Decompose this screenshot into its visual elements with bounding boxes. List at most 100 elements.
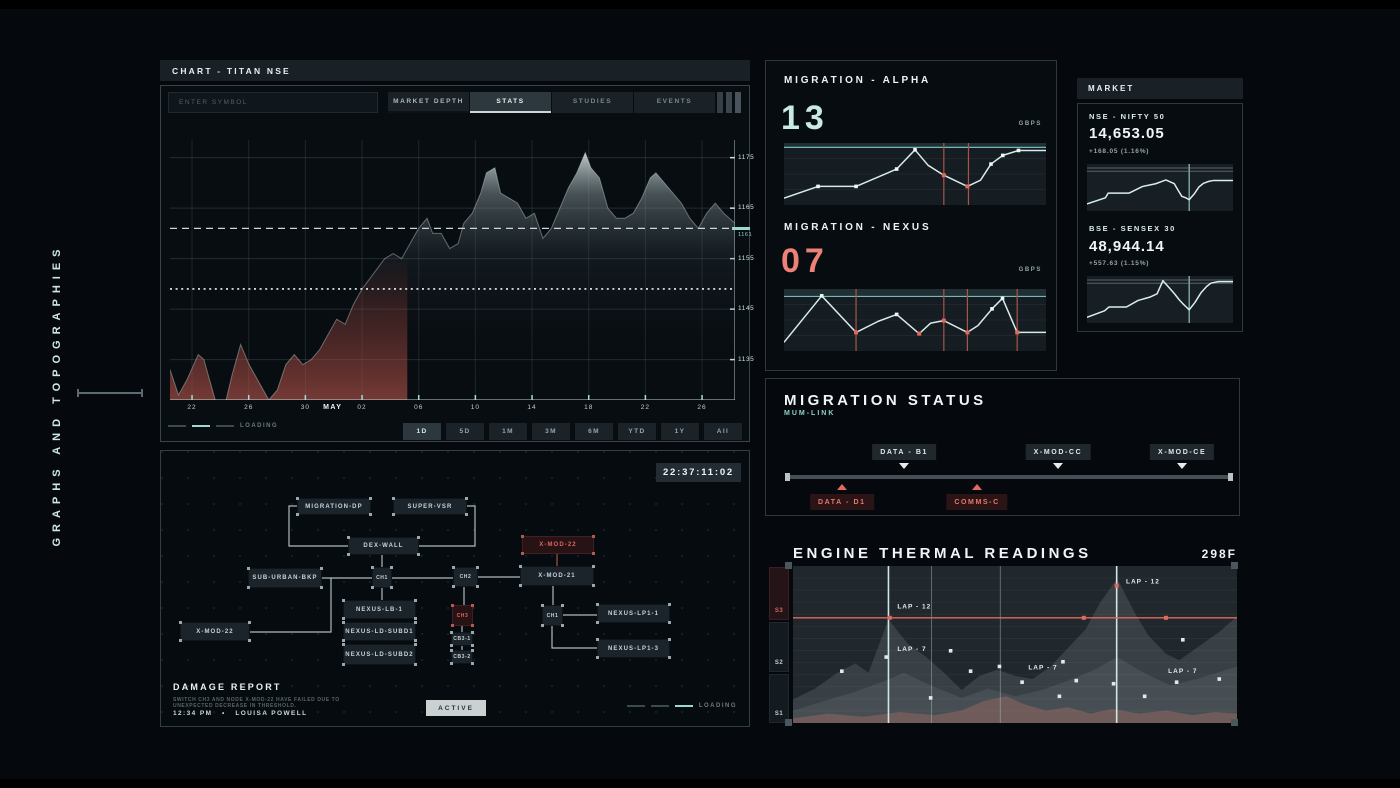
status-marker-top[interactable]: DATA - B1 (872, 444, 936, 460)
range-ytd[interactable]: YTD (618, 423, 656, 440)
time-tick: 02 (357, 404, 367, 411)
zone-s2[interactable]: S2 (769, 622, 789, 672)
node-label: NEXUS-LP1-3 (607, 645, 660, 652)
migration-nexus-title: MIGRATION - NEXUS (784, 222, 932, 233)
chart-panel-title: CHART - TITAN NSE (160, 60, 750, 81)
node-corner-handle (561, 624, 564, 627)
node-corner-handle (390, 586, 393, 589)
migration-nexus-chart (783, 289, 1046, 351)
node-corner-handle (342, 617, 345, 620)
node-corner-handle (296, 497, 299, 500)
node-corner-handle (521, 552, 524, 555)
bar-glyph (735, 92, 741, 113)
damage-report-body: SWITCH CH3 AND NODE X-MOD-22 HAVE FAILED… (173, 697, 340, 709)
quote-name: BSE - SENSEX 30 (1089, 224, 1176, 233)
bar-glyph (726, 92, 732, 113)
resize-handle[interactable] (1231, 719, 1238, 726)
range-6m[interactable]: 6M (575, 423, 613, 440)
market-header: MARKET (1077, 78, 1243, 99)
price-tick: 1175 (738, 153, 755, 161)
node-nexus-ld-subd1[interactable]: NEXUS-LD-SUBD1 (342, 621, 417, 642)
node-dex-wall[interactable]: DEX-WALL (347, 536, 420, 556)
node-corner-handle (471, 631, 474, 634)
node-corner-handle (519, 584, 522, 587)
status-marker-top[interactable]: X-MOD-CC (1025, 444, 1091, 460)
time-tick: 26 (244, 404, 254, 411)
node-corner-handle (476, 566, 479, 569)
range-buttons: 1D 5D 1M 3M 6M YTD 1Y All (403, 423, 742, 440)
node-migration-dp[interactable]: MIGRATION-DP (296, 497, 372, 516)
loading-label: LOADING (698, 703, 737, 709)
node-x-mod-21[interactable]: X-MOD-21 (519, 565, 595, 587)
node-corner-handle (342, 621, 345, 624)
price-tick: 1135 (738, 355, 755, 363)
node-nexus-ld-subd2[interactable]: NEXUS-LD-SUBD2 (342, 643, 417, 666)
node-nexus-lp1-1[interactable]: NEXUS-LP1-1 (596, 603, 671, 624)
node-corner-handle (471, 624, 474, 627)
status-timeline-bar[interactable] (787, 475, 1229, 479)
bar-glyph (717, 92, 723, 113)
node-cb3-2[interactable]: CB3-2 (450, 649, 474, 665)
node-cb3-1[interactable]: CB3-1 (450, 631, 474, 647)
node-label: NEXUS-LP1-1 (607, 610, 660, 617)
node-corner-handle (541, 624, 544, 627)
node-corner-handle (414, 643, 417, 646)
month-label: MAY (323, 404, 343, 411)
range-3m[interactable]: 3M (532, 423, 570, 440)
thermal-reading: 298F (1201, 547, 1237, 561)
bars-icon[interactable] (717, 92, 743, 113)
active-button[interactable]: ACTIVE (426, 700, 486, 716)
nifty-sparkline (1086, 164, 1233, 211)
zone-s1[interactable]: S1 (769, 674, 789, 723)
node-nexus-lb-1[interactable]: NEXUS-LB-1 (342, 599, 417, 620)
side-label: GRAPHS AND TOPOGRAPHIES (51, 243, 63, 547)
titan-price-chart[interactable] (169, 140, 736, 412)
node-super-vsr[interactable]: SUPER-VSR (392, 497, 468, 516)
node-corner-handle (342, 639, 345, 642)
symbol-input[interactable] (168, 92, 378, 113)
resize-handle[interactable] (785, 562, 792, 569)
node-corner-handle (519, 565, 522, 568)
node-corner-handle (592, 565, 595, 568)
resize-handle[interactable] (1231, 562, 1238, 569)
node-nexus-lp1-3[interactable]: NEXUS-LP1-3 (596, 638, 671, 659)
range-5d[interactable]: 5D (446, 423, 484, 440)
price-tag-label: 1161 (738, 232, 753, 239)
range-1m[interactable]: 1M (489, 423, 527, 440)
tab-studies[interactable]: STUDIES (552, 92, 633, 113)
node-corner-handle (371, 566, 374, 569)
node-corner-handle (342, 599, 345, 602)
node-x-mod-22-top[interactable]: X-MOD-22 (521, 535, 595, 555)
node-corner-handle (450, 631, 453, 634)
status-marker-bottom[interactable]: COMMS-C (946, 494, 1008, 510)
status-marker-bottom[interactable]: DATA - D1 (809, 494, 874, 510)
topology-panel: MIGRATION-DP SUPER-VSR DEX-WALL X-MOD-22 SUB… (160, 450, 750, 727)
node-ch1-right[interactable]: CH1 (541, 604, 564, 627)
tab-market-depth[interactable]: MARKET DEPTH (388, 92, 469, 113)
node-ch2[interactable]: CH2 (452, 566, 479, 588)
time-tick: 10 (470, 404, 480, 411)
status-marker-top[interactable]: X-MOD-CE (1150, 444, 1215, 460)
node-ch3[interactable]: CH3 (451, 604, 474, 627)
node-corner-handle (248, 621, 251, 624)
tab-stats[interactable]: STATS (470, 92, 551, 113)
node-corner-handle (417, 536, 420, 539)
chart-loading-indicator: LOADING (168, 423, 278, 429)
svg-text:LAP - 7: LAP - 7 (1028, 665, 1057, 672)
range-1y[interactable]: 1Y (661, 423, 699, 440)
zone-s3[interactable]: S3 (769, 567, 789, 620)
node-corner-handle (471, 644, 474, 647)
svg-text:LAP - 7: LAP - 7 (897, 646, 926, 653)
node-corner-handle (179, 639, 182, 642)
node-sub-urban-bkp[interactable]: SUB-URBAN-BKP (247, 567, 323, 589)
node-corner-handle (561, 604, 564, 607)
dot-separator: • (222, 710, 226, 717)
resize-handle[interactable] (785, 719, 792, 726)
range-1d[interactable]: 1D (403, 423, 441, 440)
node-x-mod-22-left[interactable]: X-MOD-22 (179, 621, 251, 642)
tab-events[interactable]: EVENTS (634, 92, 715, 113)
node-ch1-left[interactable]: CH1 (371, 566, 393, 589)
range-all[interactable]: All (704, 423, 742, 440)
loading-dash (650, 705, 669, 707)
svg-text:LAP - 12: LAP - 12 (1126, 578, 1160, 585)
